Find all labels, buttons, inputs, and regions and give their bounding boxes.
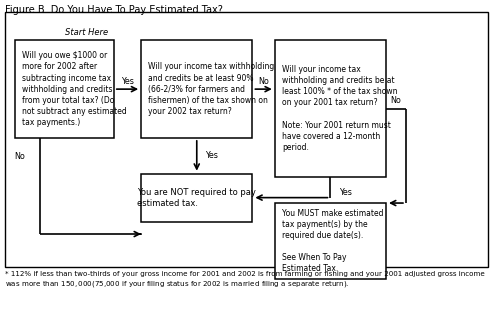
FancyBboxPatch shape bbox=[5, 12, 488, 267]
Text: Figure B. Do You Have To Pay Estimated Tax?: Figure B. Do You Have To Pay Estimated T… bbox=[5, 5, 223, 15]
Text: Start Here: Start Here bbox=[65, 28, 108, 37]
Text: Will your income tax withholding
and credits be at least 90%
(66-2/3% for farmer: Will your income tax withholding and cre… bbox=[148, 62, 275, 116]
Text: No: No bbox=[258, 77, 269, 86]
Text: You are NOT required to pay
estimated tax.: You are NOT required to pay estimated ta… bbox=[137, 188, 256, 208]
FancyBboxPatch shape bbox=[141, 40, 252, 138]
Text: Yes: Yes bbox=[121, 77, 134, 86]
Text: Will you owe $1000 or
more for 2002 after
subtracting income tax
withholding and: Will you owe $1000 or more for 2002 afte… bbox=[22, 51, 127, 127]
Text: You MUST make estimated
tax payment(s) by the
required due date(s).

See When To: You MUST make estimated tax payment(s) b… bbox=[282, 209, 384, 273]
Text: No: No bbox=[391, 96, 401, 105]
FancyBboxPatch shape bbox=[141, 174, 252, 222]
Text: Yes: Yes bbox=[205, 151, 218, 160]
Text: No: No bbox=[14, 152, 25, 161]
FancyBboxPatch shape bbox=[275, 40, 386, 177]
Text: Will your income tax
withholding and credits be at
least 100% * of the tax shown: Will your income tax withholding and cre… bbox=[282, 65, 397, 152]
Text: Yes: Yes bbox=[339, 188, 352, 197]
Text: * 112% if less than two-thirds of your gross income for 2001 and 2002 is from fa: * 112% if less than two-thirds of your g… bbox=[5, 271, 485, 289]
FancyBboxPatch shape bbox=[15, 40, 114, 138]
FancyBboxPatch shape bbox=[275, 203, 386, 279]
